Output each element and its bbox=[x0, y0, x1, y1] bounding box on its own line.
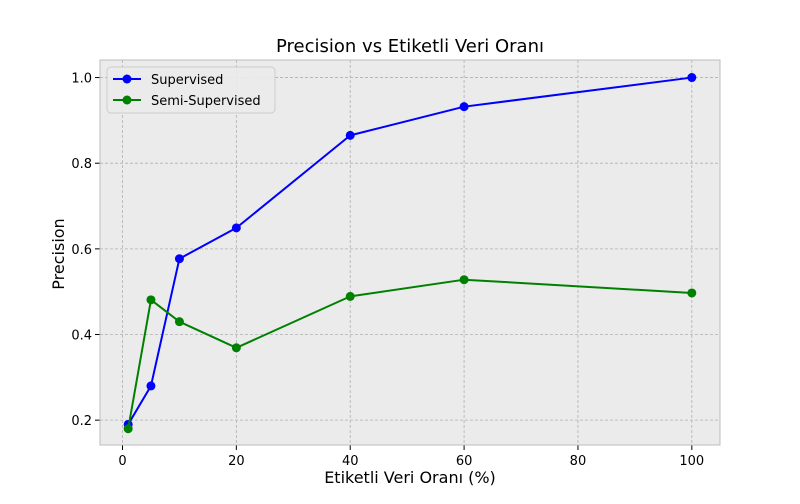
legend-item: Supervised bbox=[113, 73, 223, 88]
y-tick-label: 0.2 bbox=[71, 414, 92, 429]
y-axis-label: Precision bbox=[49, 218, 68, 289]
x-tick-label: 0 bbox=[118, 454, 126, 469]
data-point bbox=[687, 73, 697, 83]
data-point bbox=[345, 291, 355, 301]
data-point bbox=[459, 102, 469, 112]
y-tick-label: 0.8 bbox=[71, 157, 92, 172]
data-point bbox=[345, 130, 355, 140]
legend-label: Semi-Supervised bbox=[151, 94, 261, 109]
data-point bbox=[174, 317, 184, 327]
x-tick-label: 100 bbox=[679, 454, 704, 469]
plot-area bbox=[100, 60, 720, 445]
x-tick-label: 80 bbox=[570, 454, 587, 469]
legend-marker bbox=[122, 74, 132, 84]
series-layer bbox=[123, 73, 697, 434]
data-point bbox=[459, 275, 469, 285]
chart-title: Precision vs Etiketli Veri Oranı bbox=[276, 36, 544, 57]
data-point bbox=[231, 223, 241, 233]
y-tick-label: 1.0 bbox=[71, 72, 92, 87]
legend: Supervised Semi-Supervised bbox=[106, 66, 276, 114]
data-point bbox=[687, 288, 697, 298]
x-axis-label: Etiketli Veri Oranı (%) bbox=[324, 468, 496, 487]
y-tick-label: 0.6 bbox=[71, 243, 92, 258]
y-tick-label: 0.4 bbox=[71, 329, 92, 344]
grid bbox=[100, 60, 720, 445]
legend-marker bbox=[122, 95, 132, 105]
data-point bbox=[174, 254, 184, 264]
data-point bbox=[123, 424, 133, 434]
x-tick-label: 60 bbox=[456, 454, 473, 469]
x-tick-label: 40 bbox=[342, 454, 359, 469]
legend-box bbox=[106, 66, 276, 114]
axes-frame bbox=[99, 59, 721, 446]
legend-label: Supervised bbox=[151, 73, 223, 88]
legend-item: Semi-Supervised bbox=[113, 94, 261, 109]
x-tick-label: 20 bbox=[228, 454, 245, 469]
series-1 bbox=[123, 275, 697, 434]
data-point bbox=[231, 343, 241, 353]
axes: 0 20 40 60 80 100 0.2 0.4 0.6 0.8 1.0 bbox=[71, 59, 721, 469]
data-point bbox=[146, 381, 156, 391]
data-point bbox=[146, 295, 156, 305]
